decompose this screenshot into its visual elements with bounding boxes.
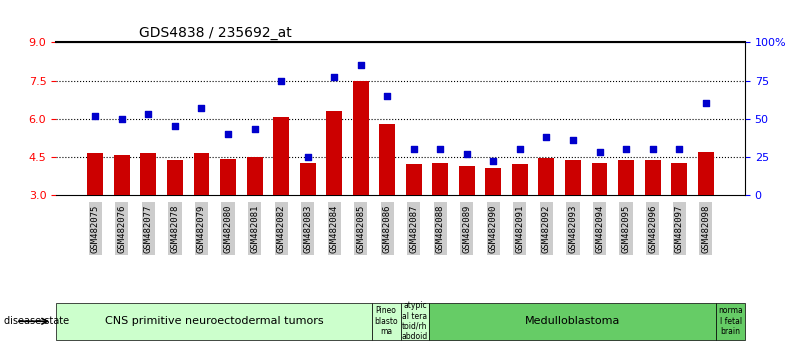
Bar bbox=[194, 153, 209, 195]
Point bbox=[487, 158, 500, 164]
Bar bbox=[140, 153, 156, 195]
Point bbox=[646, 146, 659, 152]
Bar bbox=[433, 163, 449, 195]
Point bbox=[461, 151, 473, 156]
Point bbox=[222, 131, 235, 137]
Bar bbox=[459, 166, 475, 195]
Point bbox=[380, 93, 393, 98]
Text: Pineo
blasto
ma: Pineo blasto ma bbox=[374, 306, 398, 336]
Point bbox=[275, 78, 288, 84]
Text: CNS primitive neuroectodermal tumors: CNS primitive neuroectodermal tumors bbox=[105, 316, 324, 326]
Bar bbox=[87, 153, 103, 195]
Text: disease state: disease state bbox=[4, 316, 69, 326]
Bar bbox=[671, 163, 687, 195]
Point bbox=[540, 134, 553, 140]
Bar bbox=[512, 164, 528, 195]
Bar bbox=[406, 164, 422, 195]
Bar bbox=[618, 160, 634, 195]
Point bbox=[513, 146, 526, 152]
Point bbox=[168, 124, 181, 129]
Bar bbox=[592, 163, 607, 195]
Bar bbox=[114, 155, 130, 195]
Bar bbox=[247, 156, 263, 195]
Point bbox=[434, 146, 447, 152]
Bar bbox=[698, 152, 714, 195]
Point bbox=[354, 62, 367, 68]
Point bbox=[566, 137, 579, 143]
Bar bbox=[538, 158, 554, 195]
Point bbox=[328, 75, 340, 80]
Point bbox=[248, 126, 261, 132]
Point bbox=[408, 146, 421, 152]
Bar bbox=[565, 160, 581, 195]
Point bbox=[673, 146, 686, 152]
Point bbox=[195, 105, 208, 111]
Point bbox=[142, 111, 155, 117]
Point bbox=[89, 113, 102, 118]
Text: norma
l fetal
brain: norma l fetal brain bbox=[718, 306, 743, 336]
Bar bbox=[300, 163, 316, 195]
Bar bbox=[326, 111, 342, 195]
Bar bbox=[220, 159, 236, 195]
Text: atypic
al tera
toid/rh
abdoid: atypic al tera toid/rh abdoid bbox=[402, 301, 428, 341]
Bar bbox=[273, 117, 289, 195]
Bar bbox=[485, 168, 501, 195]
Bar bbox=[167, 160, 183, 195]
Point bbox=[115, 116, 128, 121]
Bar bbox=[352, 81, 368, 195]
Text: Medulloblastoma: Medulloblastoma bbox=[525, 316, 621, 326]
Point bbox=[301, 154, 314, 159]
Text: GDS4838 / 235692_at: GDS4838 / 235692_at bbox=[139, 26, 292, 40]
Point bbox=[699, 101, 712, 106]
Bar bbox=[379, 124, 395, 195]
Point bbox=[620, 146, 633, 152]
Point bbox=[593, 149, 606, 155]
Bar bbox=[645, 160, 661, 195]
